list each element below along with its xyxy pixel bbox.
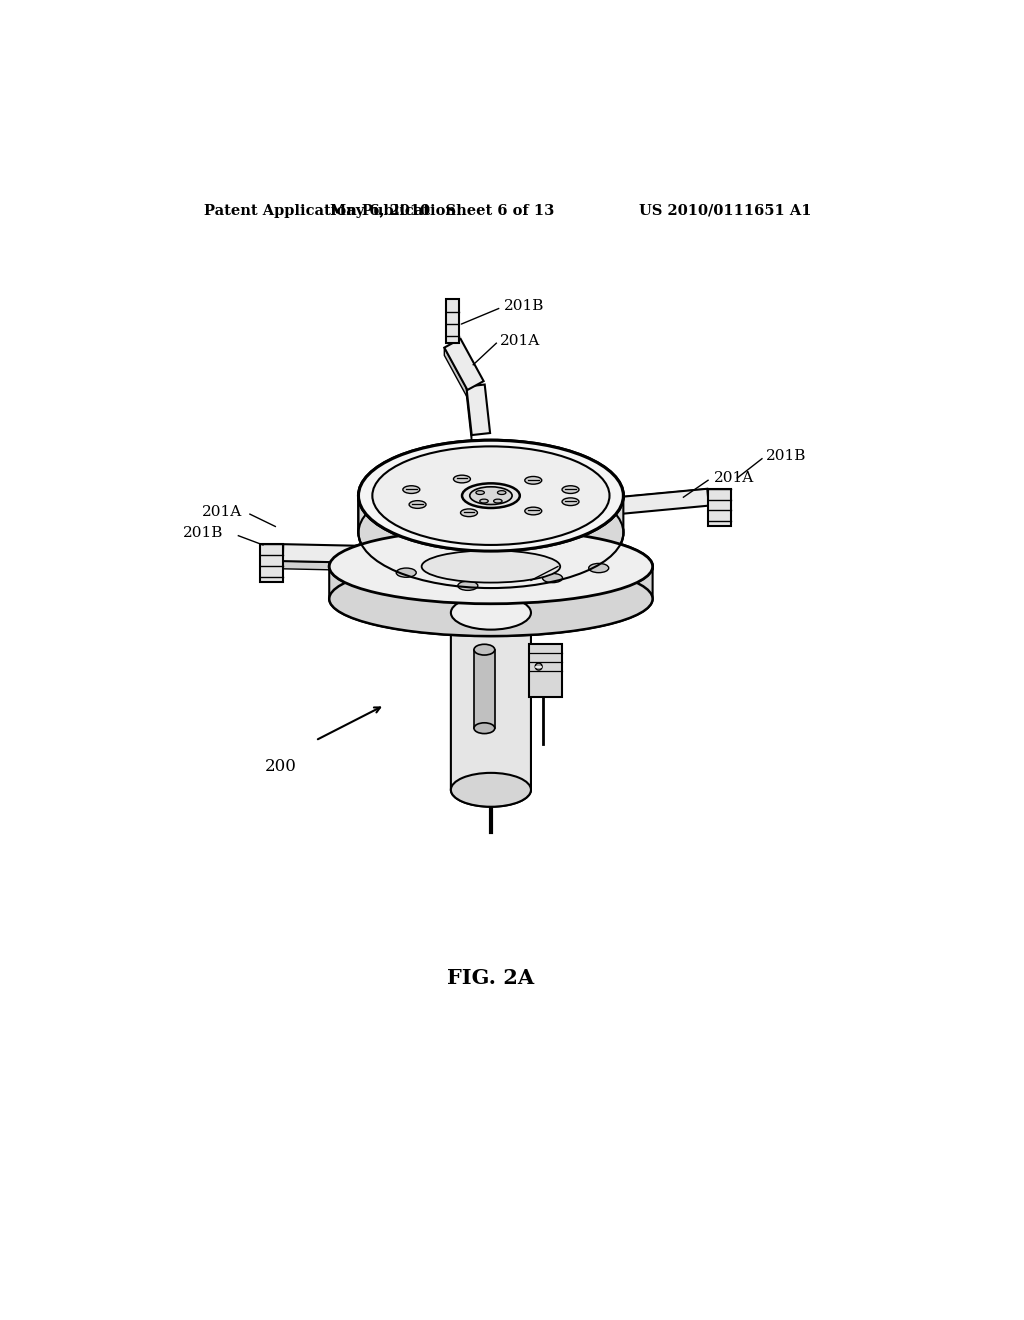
Polygon shape <box>466 387 472 442</box>
Ellipse shape <box>494 499 502 503</box>
Ellipse shape <box>458 581 478 590</box>
Text: 200: 200 <box>265 758 297 775</box>
Polygon shape <box>330 566 652 636</box>
Ellipse shape <box>524 507 542 515</box>
Ellipse shape <box>470 487 512 504</box>
Text: FIG. 2A: FIG. 2A <box>447 969 535 989</box>
Polygon shape <box>708 488 731 527</box>
Polygon shape <box>466 384 490 436</box>
Ellipse shape <box>474 644 495 655</box>
Polygon shape <box>358 496 624 587</box>
Ellipse shape <box>330 561 652 636</box>
Ellipse shape <box>461 510 477 516</box>
Polygon shape <box>451 612 531 807</box>
Ellipse shape <box>480 499 488 503</box>
Polygon shape <box>444 347 467 397</box>
Ellipse shape <box>422 550 560 582</box>
Ellipse shape <box>451 774 531 807</box>
Ellipse shape <box>396 568 416 577</box>
Polygon shape <box>283 561 392 572</box>
Ellipse shape <box>454 475 470 483</box>
Ellipse shape <box>330 529 652 603</box>
Ellipse shape <box>373 446 609 545</box>
Ellipse shape <box>358 478 624 589</box>
Polygon shape <box>283 544 392 564</box>
Ellipse shape <box>562 498 579 506</box>
Polygon shape <box>358 496 360 533</box>
Ellipse shape <box>474 723 495 734</box>
Polygon shape <box>584 488 709 517</box>
Polygon shape <box>529 644 562 697</box>
Text: 201B: 201B <box>183 527 223 540</box>
Text: May 6, 2010   Sheet 6 of 13: May 6, 2010 Sheet 6 of 13 <box>331 203 555 218</box>
Polygon shape <box>446 298 459 343</box>
Ellipse shape <box>410 500 426 508</box>
Text: 201A: 201A <box>714 471 754 484</box>
Text: 201C: 201C <box>562 557 603 572</box>
Text: 201A: 201A <box>500 334 541 348</box>
Ellipse shape <box>462 483 520 508</box>
Ellipse shape <box>451 595 531 630</box>
Ellipse shape <box>476 491 484 495</box>
Text: 201A: 201A <box>202 504 243 519</box>
Polygon shape <box>584 488 708 508</box>
Ellipse shape <box>536 663 542 671</box>
Ellipse shape <box>543 573 562 582</box>
Text: 201B: 201B <box>766 449 806 463</box>
Ellipse shape <box>498 491 506 495</box>
Text: Patent Application Publication: Patent Application Publication <box>204 203 456 218</box>
Polygon shape <box>444 339 483 389</box>
Ellipse shape <box>562 486 579 494</box>
Ellipse shape <box>402 486 420 494</box>
Ellipse shape <box>373 446 609 545</box>
Ellipse shape <box>358 441 624 552</box>
Polygon shape <box>260 544 283 582</box>
Ellipse shape <box>589 564 608 573</box>
Ellipse shape <box>358 441 624 552</box>
Ellipse shape <box>524 477 542 484</box>
Text: 201B: 201B <box>504 300 545 313</box>
Polygon shape <box>474 649 495 729</box>
Ellipse shape <box>330 529 652 603</box>
Text: US 2010/0111651 A1: US 2010/0111651 A1 <box>639 203 811 218</box>
